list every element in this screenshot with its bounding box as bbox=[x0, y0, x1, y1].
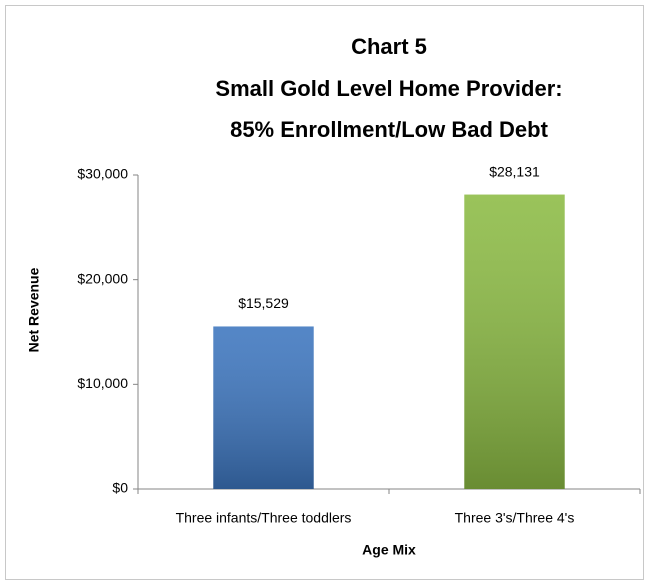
data-label: $15,529 bbox=[238, 295, 289, 311]
x-tick-label: Three infants/Three toddlers bbox=[176, 510, 352, 526]
x-tick-label: Three 3's/Three 4's bbox=[455, 510, 575, 526]
chart-title: Small Gold Level Home Provider: bbox=[215, 76, 562, 101]
x-axis-title: Age Mix bbox=[362, 542, 416, 558]
y-tick-label: $10,000 bbox=[77, 375, 128, 391]
y-axis-title: Net Revenue bbox=[26, 267, 42, 352]
bar-shade bbox=[464, 194, 565, 489]
data-label: $28,131 bbox=[489, 163, 540, 179]
y-tick-label: $20,000 bbox=[77, 270, 128, 286]
chart-title: 85% Enrollment/Low Bad Debt bbox=[230, 117, 548, 142]
chart-title: Chart 5 bbox=[351, 34, 427, 59]
y-tick-label: $0 bbox=[112, 480, 128, 496]
bar-shade bbox=[213, 326, 314, 489]
y-tick-label: $30,000 bbox=[77, 166, 128, 182]
